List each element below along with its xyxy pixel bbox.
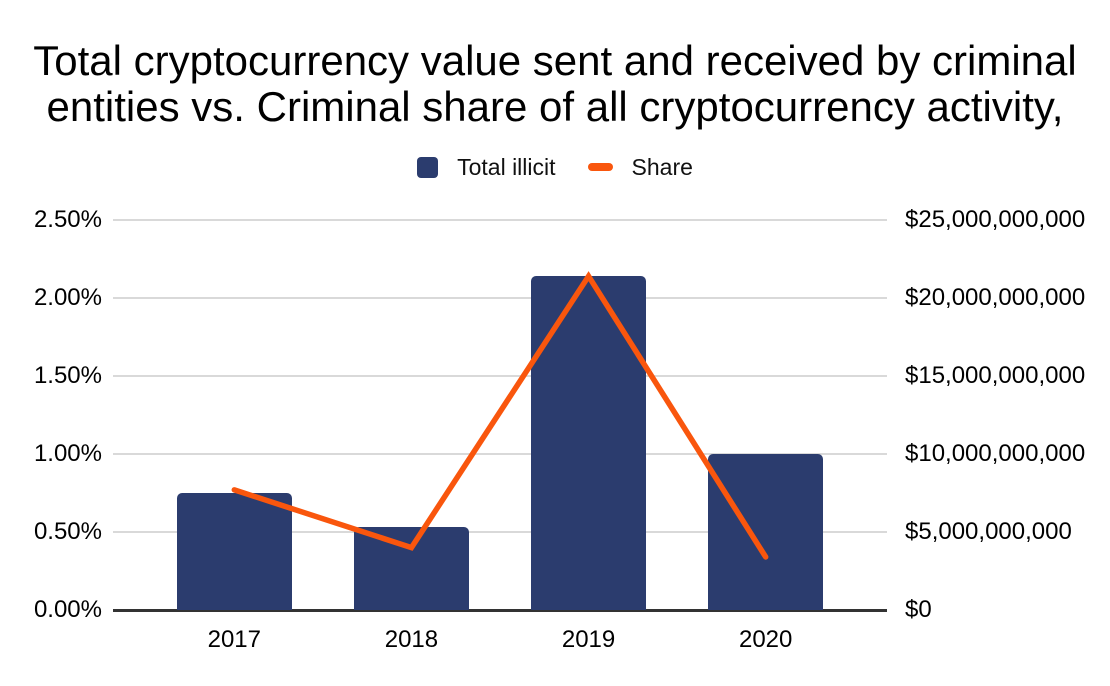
share-line: [231, 271, 769, 560]
line-series-swatch-icon: [587, 163, 613, 171]
x-axis-label-2019: 2019: [561, 626, 616, 653]
left-axis-tick-label: 0.00%: [33, 596, 102, 623]
chart-title-line-2: entities vs. Criminal share of all crypt…: [46, 83, 1064, 130]
x-axis-label-2017: 2017: [207, 626, 261, 653]
x-axis-line: [113, 609, 887, 612]
right-axis-tick-label: $5,000,000,000: [905, 518, 1072, 545]
chart-title-line-1: Total cryptocurrency value sent and rece…: [33, 37, 1077, 84]
bar-2018: [353, 527, 469, 610]
legend-label-share: Share: [631, 153, 693, 180]
x-axis-label-2018: 2018: [384, 626, 439, 653]
bar-2020: [708, 454, 824, 610]
right-axis-tick-label: $20,000,000,000: [905, 284, 1086, 311]
left-axis-tick-label: 0.50%: [33, 518, 102, 545]
legend: Total illicit Share: [0, 153, 1110, 181]
gridline: [113, 375, 887, 377]
right-axis-tick-label: $25,000,000,000: [905, 206, 1086, 233]
legend-label-total-illicit: Total illicit: [457, 153, 556, 180]
bar-series-swatch-icon: [417, 156, 439, 178]
bar-2017: [176, 493, 292, 610]
bar-2019: [531, 276, 647, 610]
left-axis-tick-label: 2.00%: [33, 284, 102, 311]
right-axis-tick-label: $10,000,000,000: [905, 440, 1086, 467]
right-axis-tick-label: $15,000,000,000: [905, 362, 1086, 389]
chart-title: Total cryptocurrency value sent and rece…: [0, 38, 1110, 130]
legend-item-share: Share: [587, 153, 693, 181]
right-axis-tick-label: $0: [905, 596, 932, 623]
x-axis-label-2020: 2020: [738, 626, 793, 653]
left-axis-tick-label: 1.00%: [33, 440, 102, 467]
gridline: [113, 297, 887, 299]
legend-item-total-illicit: Total illicit: [417, 153, 556, 181]
left-axis-tick-label: 1.50%: [33, 362, 102, 389]
gridline: [113, 219, 887, 221]
left-axis-tick-label: 2.50%: [33, 206, 102, 233]
